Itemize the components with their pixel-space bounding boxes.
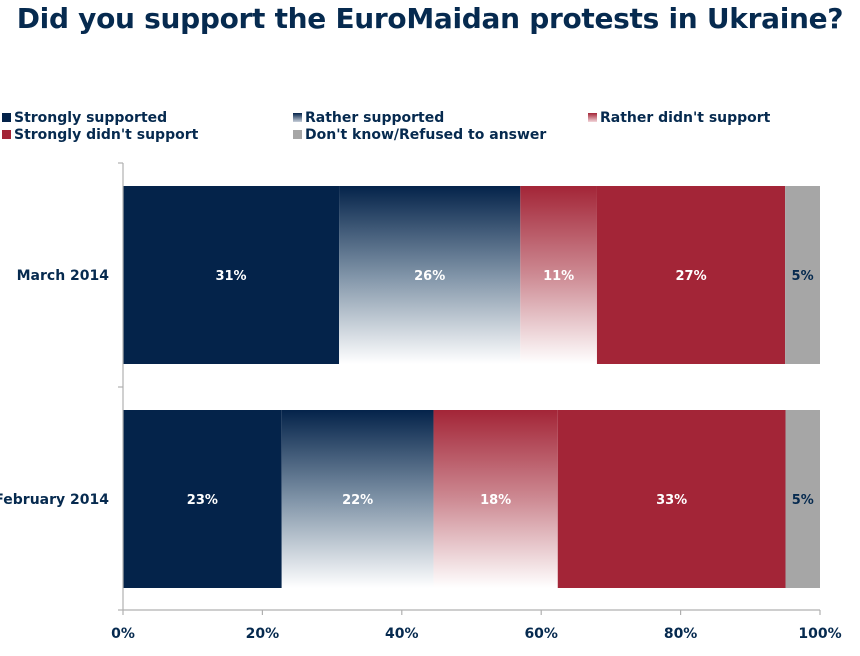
chart-title: Did you support the EuroMaidan protests …: [16, 2, 844, 35]
legend-swatch-strongly-supported: [2, 113, 11, 122]
data-label: 5%: [792, 493, 814, 508]
legend-label: Strongly supported: [14, 109, 168, 126]
legend-item-rather-supported: Rather supported: [293, 109, 444, 126]
legend-swatch-rather-supported: [293, 113, 302, 122]
data-label: 31%: [215, 269, 246, 284]
data-label: 27%: [675, 269, 706, 284]
x-tick-label: 60%: [524, 626, 558, 642]
category-label: March 2014: [17, 268, 110, 284]
legend-label: Strongly didn't support: [14, 126, 199, 143]
bar-segment-strongly-supported-0: [123, 186, 340, 364]
data-label: 22%: [342, 493, 373, 508]
bar-segment-rather-supported-0: [339, 186, 521, 364]
legend-item-strongly-didnt-support: Strongly didn't support: [2, 126, 198, 143]
x-tick-label: 80%: [664, 626, 698, 642]
legend-label: Don't know/Refused to answer: [305, 126, 547, 143]
data-label: 33%: [656, 493, 687, 508]
legend-label: Rather supported: [305, 109, 445, 126]
legend-swatch-dont-know: [293, 130, 302, 139]
bar-segment-strongly-didn-t-support-0: [596, 186, 786, 364]
x-tick-label: 100%: [798, 626, 841, 642]
bar-segment-strongly-didn-t-support-1: [557, 410, 786, 588]
legend-item-dont-know: Don't know/Refused to answer: [293, 126, 546, 143]
bar-segment-strongly-supported-1: [123, 410, 282, 588]
legend-swatch-rather-didnt-support: [588, 113, 597, 122]
legend-item-rather-didnt-support: Rather didn't support: [588, 109, 770, 126]
x-tick-label: 40%: [385, 626, 419, 642]
bar-segment-rather-didn-t-support-1: [433, 410, 558, 588]
bar-segment-don-t-know-refused-to-answer-1: [785, 410, 820, 588]
data-label: 18%: [480, 493, 511, 508]
axes-group: [118, 162, 821, 615]
x-tick-label: 20%: [246, 626, 280, 642]
legend-label: Rather didn't support: [600, 109, 771, 126]
data-label: 23%: [187, 493, 218, 508]
category-label: February 2014: [0, 492, 109, 508]
legend-item-strongly-supported: Strongly supported: [2, 109, 167, 126]
data-label: 5%: [792, 269, 814, 284]
data-label: 26%: [414, 269, 445, 284]
data-label: 11%: [543, 269, 574, 284]
bar-segment-rather-supported-1: [281, 410, 434, 588]
labels-group: 31% 26% 11% 27% 5% March 2014 23% 22% 18% 33% 5% Fe…: [0, 268, 842, 642]
bars-group: [123, 186, 820, 588]
x-tick-label: 0%: [111, 626, 135, 642]
bar-segment-rather-didn-t-support-0: [520, 186, 597, 364]
bar-segment-don-t-know-refused-to-answer-0: [785, 186, 820, 364]
legend-swatch-strongly-didnt-support: [2, 130, 11, 139]
